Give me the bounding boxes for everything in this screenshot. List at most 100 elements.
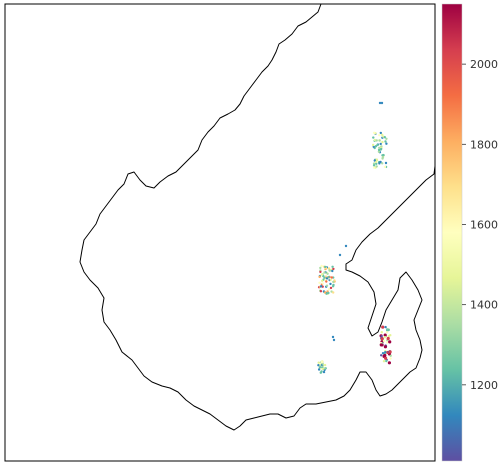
data-point	[375, 165, 378, 168]
data-point	[338, 253, 342, 257]
data-point	[323, 367, 326, 370]
data-point	[384, 356, 388, 360]
data-point	[383, 165, 387, 169]
data-point	[377, 148, 381, 151]
data-point	[384, 351, 387, 354]
data-point	[379, 131, 382, 135]
data-point	[321, 367, 324, 371]
map-frame	[4, 3, 436, 462]
data-point	[325, 277, 329, 280]
data-point	[319, 371, 322, 374]
data-point	[372, 131, 376, 134]
data-point	[381, 140, 384, 144]
data-point	[372, 164, 376, 167]
data-point	[372, 162, 376, 165]
data-point	[375, 139, 378, 142]
data-point	[331, 335, 335, 339]
data-point	[324, 265, 327, 269]
data-point	[327, 275, 330, 279]
colorbar-gradient	[442, 4, 462, 461]
data-point	[332, 280, 335, 284]
data-point	[389, 354, 392, 357]
data-point	[389, 357, 392, 360]
data-point	[329, 278, 332, 281]
data-point	[381, 133, 384, 136]
data-point	[371, 143, 375, 147]
data-point	[318, 275, 321, 279]
data-point	[382, 360, 386, 363]
colorbar-tick-label: 1200	[470, 379, 498, 392]
data-point	[385, 142, 388, 145]
data-point	[377, 150, 381, 153]
data-point	[379, 160, 382, 164]
data-point	[375, 158, 378, 161]
data-point	[382, 339, 386, 343]
data-point	[331, 269, 334, 273]
data-point	[325, 284, 329, 287]
data-point	[329, 282, 332, 286]
data-point	[328, 269, 331, 272]
colorbar-frame	[441, 3, 463, 462]
data-point	[332, 338, 336, 342]
data-point	[389, 334, 392, 337]
colorbar-tick-label: 2000	[470, 58, 498, 71]
data-point	[380, 331, 383, 334]
data-point	[331, 285, 335, 288]
data-point	[319, 290, 323, 293]
data-point	[317, 368, 321, 371]
data-point	[373, 166, 376, 169]
data-point	[383, 345, 387, 349]
data-point	[327, 267, 331, 270]
data-point	[384, 325, 387, 329]
data-point	[319, 266, 322, 270]
data-point	[381, 155, 385, 159]
data-point	[388, 350, 392, 354]
data-point	[380, 101, 384, 105]
data-point	[383, 336, 387, 339]
data-point	[383, 136, 386, 139]
data-point	[382, 153, 385, 157]
data-point	[320, 273, 324, 276]
data-point	[380, 147, 383, 151]
data-point	[330, 276, 333, 279]
data-point	[319, 285, 323, 288]
data-point	[318, 281, 321, 284]
data-point	[372, 136, 375, 139]
colorbar: 1200 1400 1600 1800 2000	[441, 3, 498, 462]
data-point	[378, 139, 381, 142]
data-point	[319, 270, 322, 274]
data-point	[327, 291, 330, 295]
data-point	[388, 340, 392, 344]
data-point	[386, 336, 390, 341]
data-point	[385, 137, 388, 140]
data-point	[320, 264, 323, 268]
data-point	[317, 364, 320, 367]
data-point	[373, 138, 377, 142]
colorbar-tick-label: 1600	[470, 218, 498, 231]
data-point	[380, 354, 383, 357]
data-point	[384, 140, 387, 143]
data-point	[325, 280, 328, 283]
data-point	[381, 352, 385, 355]
data-point	[320, 360, 324, 364]
colorbar-ticks: 1200 1400 1600 1800 2000	[462, 58, 498, 392]
colorbar-tick-label: 1400	[470, 299, 498, 312]
data-point	[384, 161, 388, 165]
data-point	[380, 335, 383, 338]
data-point	[378, 134, 381, 137]
data-point	[380, 337, 384, 341]
data-point	[321, 282, 324, 285]
data-point	[332, 291, 335, 294]
data-point	[381, 162, 384, 165]
data-point	[383, 333, 387, 337]
data-point	[328, 288, 331, 291]
data-point	[321, 279, 324, 282]
data-point	[378, 146, 381, 149]
data-point	[329, 286, 333, 290]
map-panel	[4, 3, 436, 462]
coastline-main	[79, 3, 436, 431]
data-point	[383, 353, 387, 358]
data-point	[323, 363, 327, 367]
data-point	[385, 359, 388, 363]
